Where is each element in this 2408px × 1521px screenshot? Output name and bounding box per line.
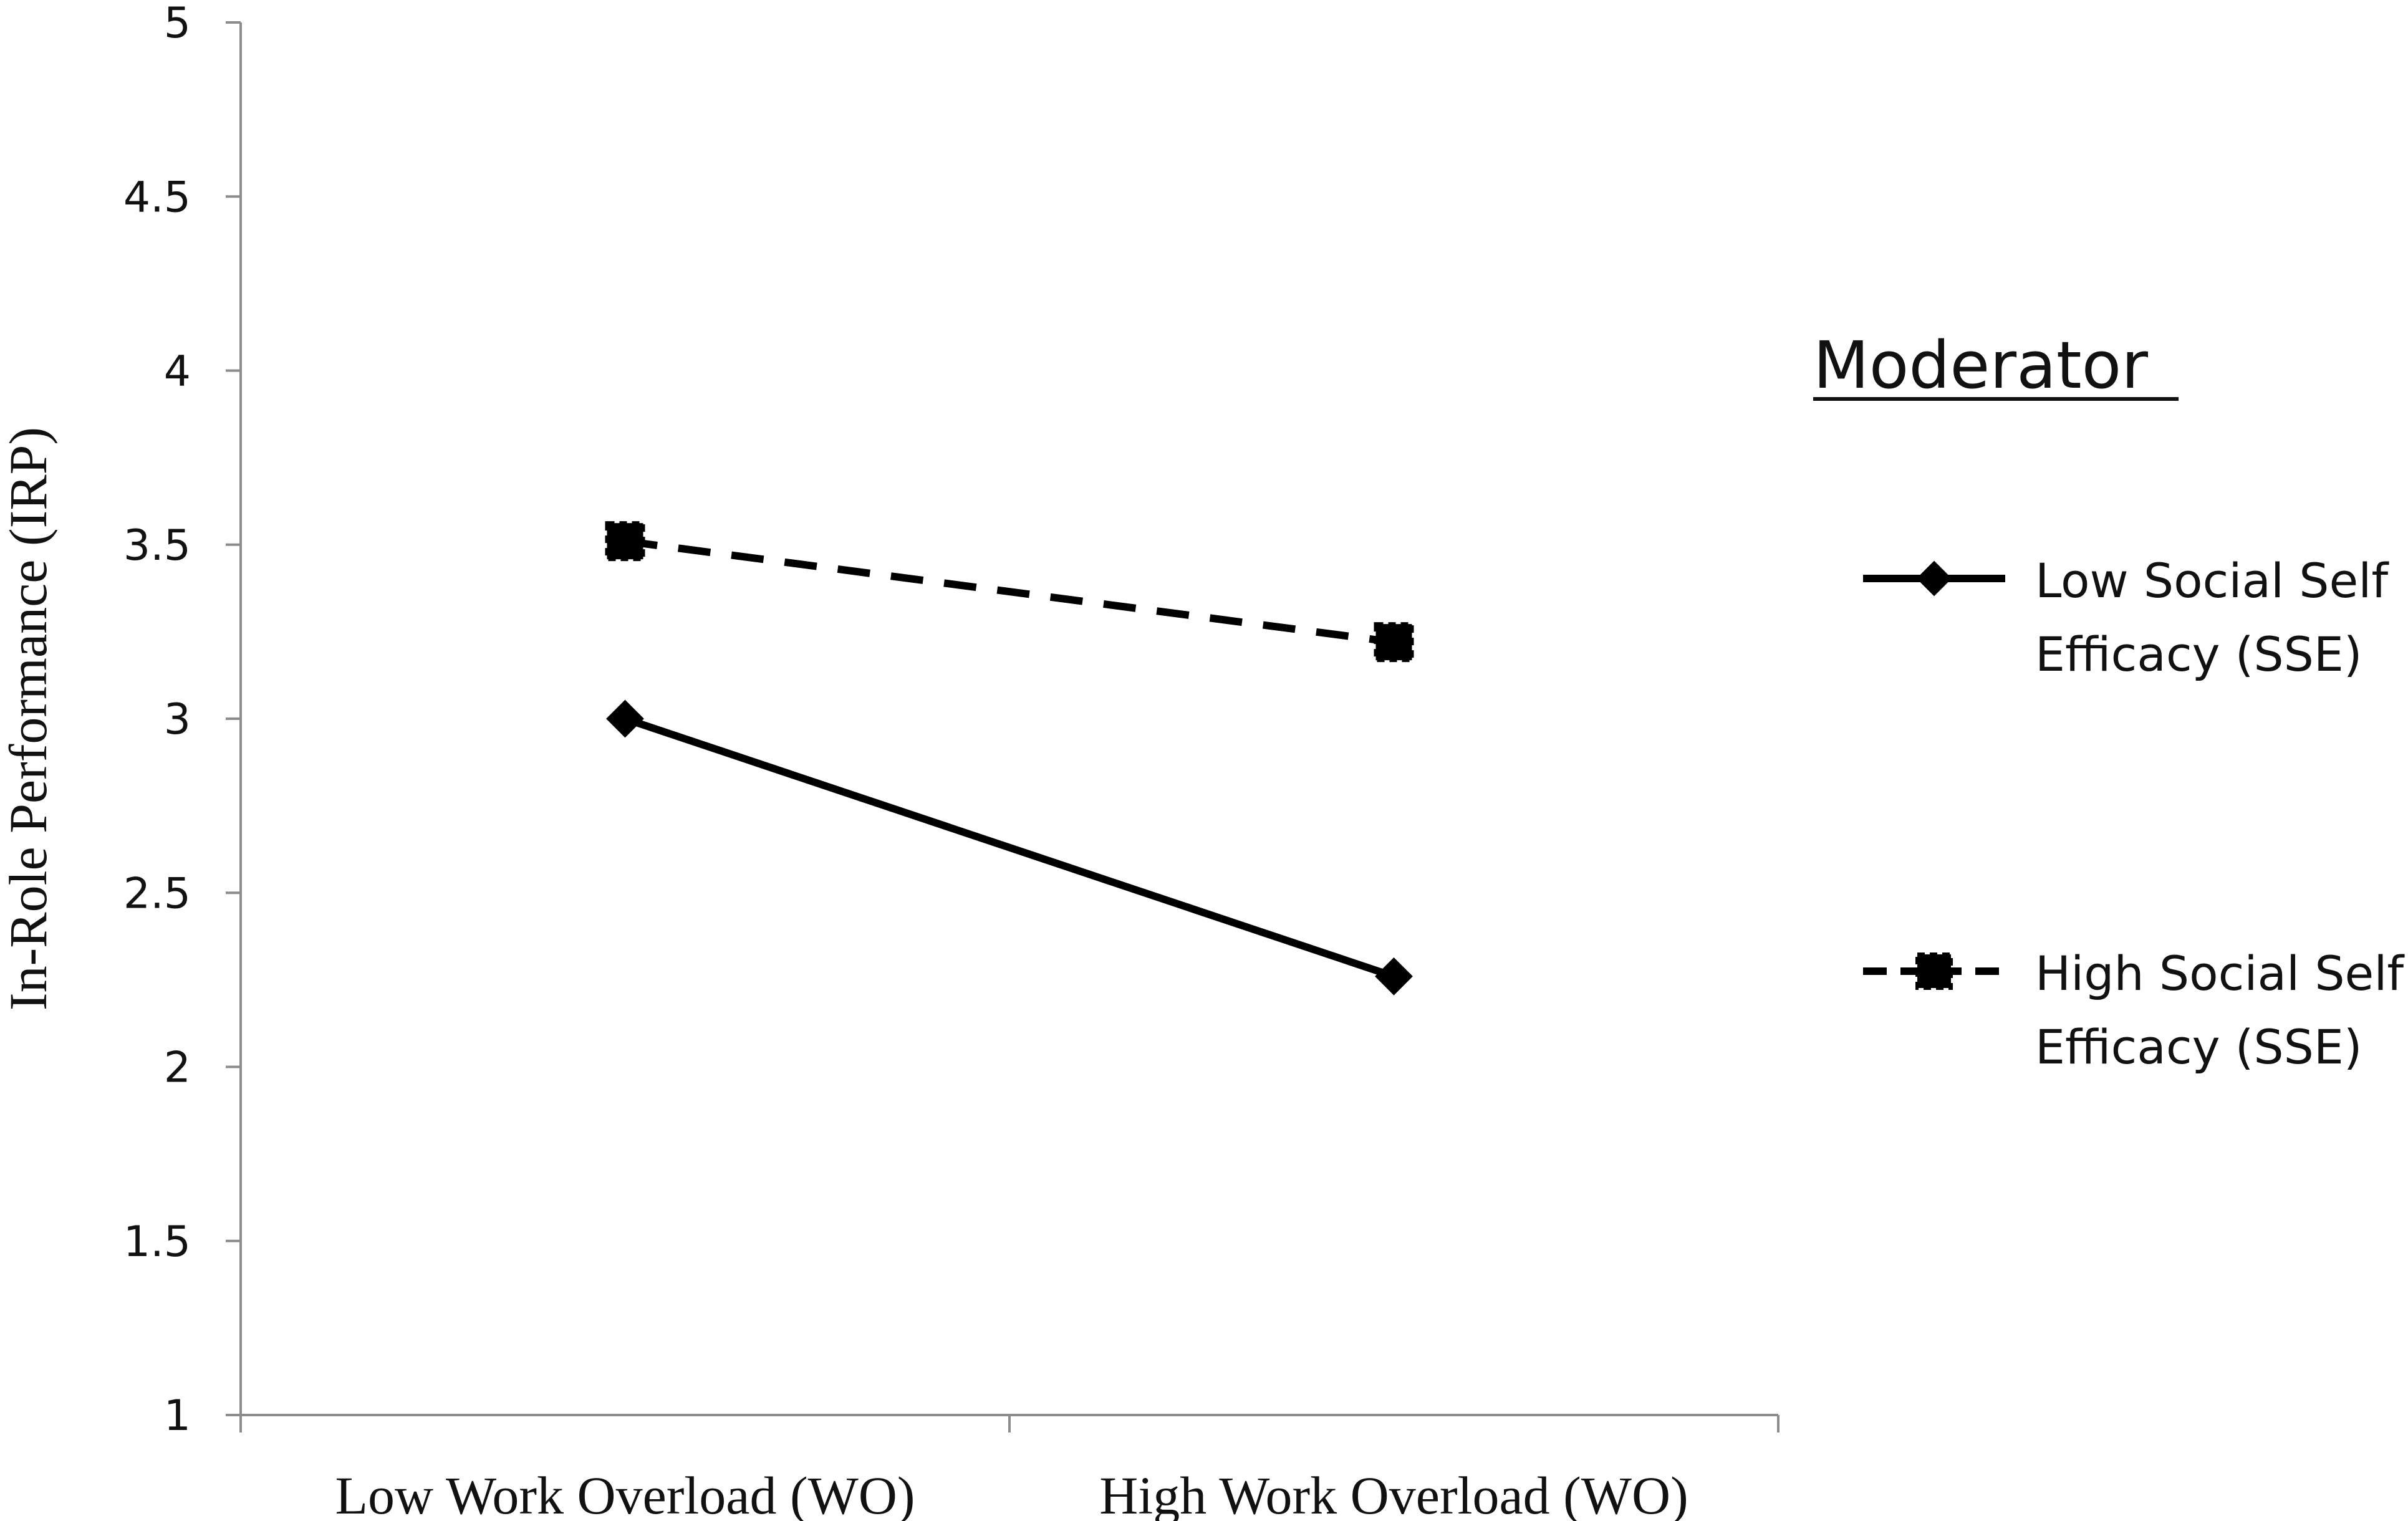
series-line-2 — [624, 537, 1395, 646]
y-tick-label: 4.5 — [123, 173, 191, 222]
y-tick-label: 3 — [164, 695, 191, 744]
y-tick-label: 4 — [164, 347, 191, 396]
legend-label-line: Efficacy (SSE) — [2035, 1019, 2362, 1075]
y-tick-label: 1.5 — [123, 1217, 191, 1267]
legend-item-2: High Social Self Efficacy (SSE) — [1863, 946, 2405, 1075]
y-tick-label: 2.5 — [123, 869, 191, 918]
square-marker — [605, 521, 645, 562]
legend-square-marker — [1915, 952, 1953, 990]
legend-label-line: Low Social Self — [2035, 553, 2389, 608]
y-tick-label: 1 — [164, 1391, 191, 1441]
x-tick-label: Low Work Overload (WO) — [335, 1466, 915, 1521]
y-tick-label: 5 — [164, 0, 191, 48]
y-tick-label: 3.5 — [123, 521, 191, 570]
legend-diamond-marker — [1916, 560, 1952, 597]
legend-item-1: Low Social Self Efficacy (SSE) — [1863, 553, 2389, 682]
legend-title: Moderator — [1813, 327, 2148, 403]
axes-group: 1 1.5 2 2.5 3 3.5 4 4.5 5 Low Work Overload (WO) H… — [0, 0, 1780, 1521]
legend-label-line: Efficacy (SSE) — [2035, 626, 2362, 682]
diamond-marker — [606, 699, 644, 738]
x-tick-label: High Work Overload (WO) — [1099, 1466, 1688, 1521]
diamond-marker — [1375, 957, 1413, 996]
series-group — [605, 521, 1414, 996]
series-line-1 — [621, 715, 1398, 981]
y-axis-label: In-Role Performance (IRP) — [0, 427, 58, 1010]
y-tick-label: 2 — [164, 1044, 191, 1093]
square-marker — [1374, 622, 1414, 663]
legend-label-line: High Social Self — [2035, 946, 2405, 1001]
